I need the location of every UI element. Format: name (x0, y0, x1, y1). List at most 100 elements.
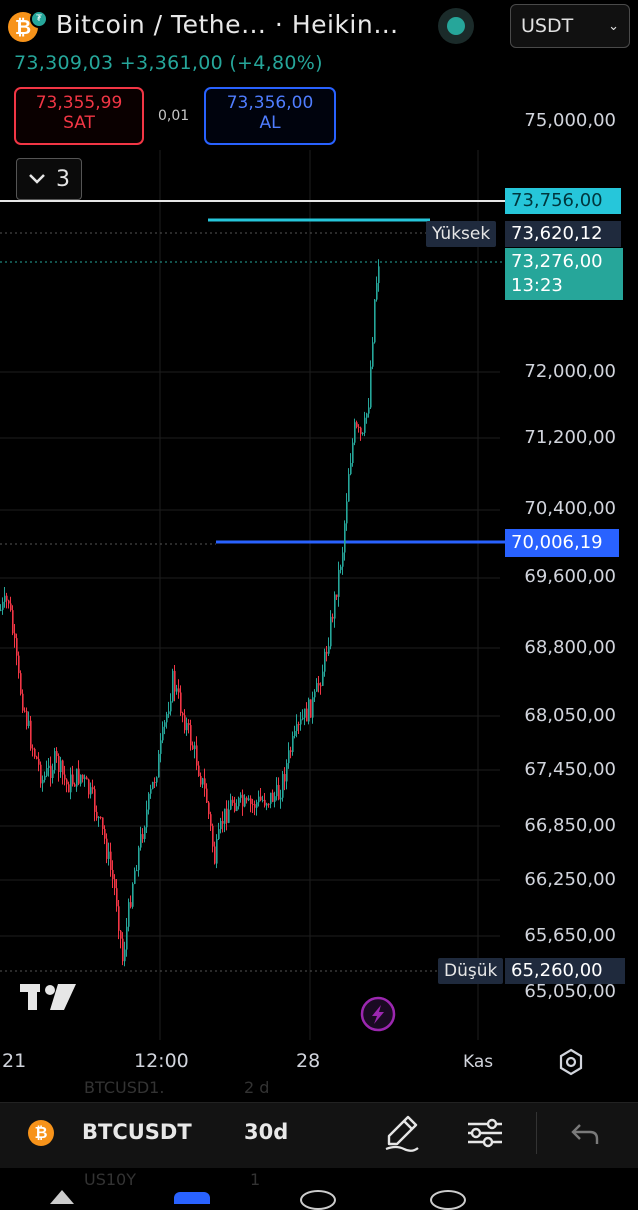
candle-body (94, 789, 96, 812)
candle-body (16, 638, 18, 656)
nav-explore-tab[interactable] (300, 1190, 336, 1210)
candle-body (364, 417, 366, 433)
candle-body (228, 809, 230, 823)
candle-body (348, 474, 350, 502)
chevron-down-icon (29, 174, 45, 184)
candle-body (18, 655, 20, 674)
candle-body (232, 799, 234, 803)
candle-body (308, 699, 310, 722)
market-status-button[interactable] (438, 8, 474, 44)
currency-select[interactable]: USDT ⌄ (510, 4, 630, 48)
nav-profile-tab[interactable] (430, 1190, 466, 1210)
candle-body (278, 784, 280, 800)
candle-body (346, 501, 348, 524)
candle-body (172, 670, 174, 702)
candle-body (2, 601, 4, 610)
candle-body (258, 796, 260, 803)
current-price-value: 73,276,00 (511, 251, 603, 272)
candle-body (322, 671, 324, 686)
candle-body (226, 808, 228, 823)
candle-body (86, 777, 88, 780)
candle-body (204, 778, 206, 789)
candle-body (20, 673, 22, 694)
candle-body (34, 748, 36, 757)
tradingview-logo (20, 984, 76, 1010)
candle-body (42, 779, 44, 784)
symbol-title[interactable]: Bitcoin / Tethe… · Heikin… (56, 10, 399, 39)
candle-body (28, 720, 30, 727)
nav-home-tab[interactable] (50, 1190, 74, 1204)
candle-body (48, 765, 50, 769)
candle-body (24, 710, 26, 712)
candle-body (120, 930, 122, 939)
candle-body (26, 711, 28, 727)
candle-body (362, 432, 364, 434)
candle-body (266, 803, 268, 806)
candle-body (54, 751, 56, 771)
candle-body (252, 804, 254, 806)
candle-body (200, 776, 202, 785)
sell-price: 73,355,99 (35, 93, 123, 113)
candle-body (320, 685, 322, 687)
price-label: 70,400,00 (524, 498, 616, 519)
candle-body (324, 651, 326, 672)
bar-countdown: 13:23 (511, 275, 563, 296)
candle-body (46, 768, 48, 776)
candle-body (144, 827, 146, 839)
buy-button[interactable]: 73,356,00 AL (204, 87, 336, 145)
buy-label: AL (259, 113, 281, 133)
candle-body (250, 798, 252, 805)
candle-body (230, 799, 232, 810)
lightning-icon[interactable] (360, 996, 396, 1032)
candle-body (4, 595, 6, 602)
last-price: 73,309,03 (14, 52, 114, 74)
candle-body (130, 902, 132, 907)
candle-body (148, 793, 150, 810)
candle-body (282, 774, 284, 798)
candle-body (6, 595, 8, 601)
indicator-panel-toggle[interactable]: 3 (16, 158, 82, 200)
candle-body (360, 427, 362, 434)
candle-body (176, 688, 178, 692)
sell-button[interactable]: 73,355,99 SAT (14, 87, 144, 145)
candle-body (168, 711, 170, 715)
candle-body (342, 552, 344, 567)
candle-body (160, 740, 162, 754)
interval-button[interactable]: 30d (244, 1120, 289, 1144)
candle-body (306, 708, 308, 722)
indicator-count: 3 (56, 166, 70, 192)
sliders-icon[interactable] (466, 1116, 504, 1150)
nav-chart-tab[interactable] (174, 1192, 210, 1204)
candle-body (62, 760, 64, 775)
candle-body (164, 722, 166, 727)
candle-body (212, 825, 214, 847)
candle-body (124, 949, 126, 962)
candle-body (92, 787, 94, 790)
candle-body (72, 774, 74, 785)
candle-body (14, 633, 16, 639)
candle-body (142, 834, 144, 839)
candle-body (288, 750, 290, 764)
white-line-price-tag[interactable]: 73,756,00 (505, 188, 621, 214)
gear-icon[interactable] (557, 1048, 585, 1076)
candle-body (296, 724, 298, 731)
pencil-icon[interactable] (384, 1114, 420, 1152)
candle-body (122, 938, 124, 962)
candle-body (84, 777, 86, 779)
undo-icon[interactable] (570, 1120, 600, 1146)
symbol-button[interactable]: BTCUSDT (82, 1120, 192, 1144)
price-chart[interactable] (0, 150, 638, 1050)
candle-body (234, 802, 236, 812)
candle-body (208, 802, 210, 815)
candle-body (194, 745, 196, 750)
candle-body (36, 756, 38, 759)
candle-body (32, 748, 34, 750)
blue-line-price-tag[interactable]: 70,006,19 (505, 529, 619, 557)
candle-body (70, 774, 72, 793)
low-price-tag: 65,260,00 (505, 958, 625, 984)
candle-body (224, 808, 226, 824)
time-label: Kas (463, 1052, 494, 1072)
price-label: 72,000,00 (524, 361, 616, 382)
candle-body (260, 796, 262, 801)
candle-body (166, 714, 168, 723)
